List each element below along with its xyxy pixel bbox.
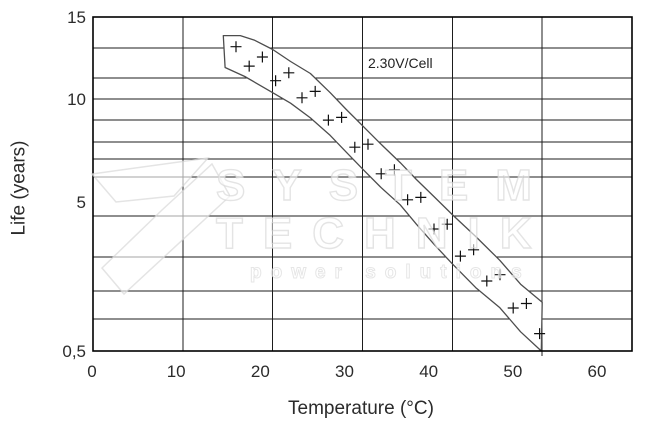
x-tick-label: 0 (87, 362, 97, 381)
hatch-plus-marker (309, 85, 321, 97)
hatch-plus-marker (388, 164, 400, 176)
hatch-plus-marker (283, 67, 295, 79)
hatch-plus-marker (534, 328, 546, 340)
x-tick-label: 10 (166, 362, 186, 381)
y-tick-label: 0,5 (62, 342, 86, 361)
hatch-plus-marker (402, 194, 414, 206)
x-tick-label: 60 (587, 362, 607, 381)
voltage-annotation: 2.30V/Cell (368, 55, 433, 71)
y-tick-label: 15 (67, 8, 86, 27)
hatch-plus-marker (243, 60, 255, 72)
x-axis-title: Temperature (°C) (288, 398, 434, 419)
hatch-plus-marker (256, 51, 268, 63)
hatch-plus-marker (375, 168, 387, 180)
hatch-plus-marker (468, 244, 480, 256)
hatch-plus-marker (494, 269, 506, 281)
hatch-plus-marker (507, 302, 519, 314)
hatch-plus-marker (230, 41, 242, 53)
y-tick-label: 5 (76, 193, 86, 212)
hatch-plus-marker (270, 75, 282, 87)
hatch-plus-marker (362, 138, 374, 150)
life-band-fill (223, 35, 543, 351)
hatch-plus-marker (322, 114, 334, 126)
hatch-plus-marker (349, 141, 361, 153)
hatch-plus-marker (415, 191, 427, 203)
x-tick-label: 40 (419, 362, 439, 381)
hatch-plus-marker (336, 111, 348, 123)
x-tick-label: 30 (335, 362, 354, 381)
hatch-plus-marker (296, 92, 308, 104)
hatch-plus-marker (454, 250, 466, 262)
hatch-plus-marker (441, 218, 453, 230)
x-tick-label: 50 (503, 362, 523, 381)
hatch-plus-marker (481, 275, 493, 287)
y-axis-title: Life (years) (9, 140, 30, 236)
hatch-plus-marker (428, 223, 440, 235)
y-tick-label: 10 (67, 90, 86, 109)
hatch-plus-marker (520, 298, 532, 309)
x-tick-label: 20 (250, 362, 270, 381)
